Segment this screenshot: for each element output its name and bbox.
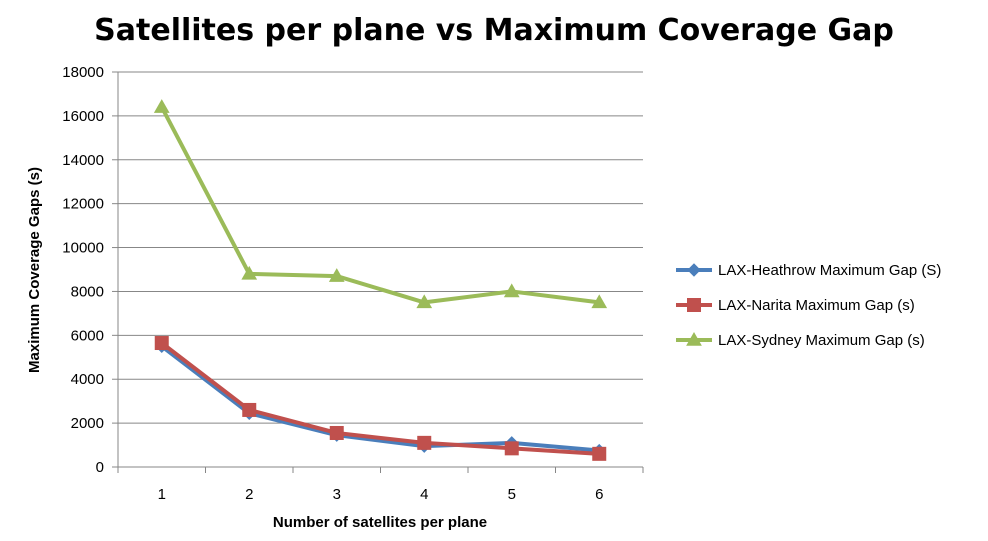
legend: LAX-Heathrow Maximum Gap (S) LAX-Narita M…	[676, 262, 941, 349]
x-tick-label: 2	[245, 486, 253, 503]
y-tick-label: 16000	[62, 108, 104, 125]
series-line	[159, 341, 602, 456]
x-tick-label: 4	[420, 486, 428, 503]
data-point	[417, 435, 432, 450]
x-axis-ticks: 1 2 3 4 5 6	[117, 467, 644, 503]
x-tick-label: 1	[158, 486, 166, 503]
data-point	[416, 294, 433, 309]
x-axis-label: Number of satellites per plane	[273, 514, 487, 531]
y-tick-label: 12000	[62, 196, 104, 213]
legend-label: LAX-Sydney Maximum Gap (s)	[718, 332, 925, 349]
data-point	[329, 425, 344, 440]
axes	[117, 72, 643, 468]
chart-title: Satellites per plane vs Maximum Coverage…	[94, 13, 894, 48]
data-series	[153, 99, 608, 461]
legend-entry: LAX-Narita Maximum Gap (s)	[676, 297, 915, 314]
data-point	[503, 283, 520, 298]
series-line	[159, 105, 602, 305]
y-tick-label: 2000	[71, 415, 104, 432]
data-point	[592, 446, 607, 461]
y-axis-label: Maximum Coverage Gaps (s)	[26, 167, 43, 373]
y-tick-label: 4000	[71, 371, 104, 388]
legend-marker	[686, 331, 702, 346]
data-point	[241, 265, 258, 280]
data-point	[153, 99, 170, 113]
data-point	[591, 294, 608, 309]
legend-entry: LAX-Sydney Maximum Gap (s)	[676, 331, 925, 349]
y-tick-label: 14000	[62, 152, 104, 169]
data-point	[154, 336, 169, 351]
legend-marker	[687, 298, 701, 312]
data-point	[242, 402, 257, 417]
legend-entry: LAX-Heathrow Maximum Gap (S)	[676, 262, 941, 279]
legend-label: LAX-Heathrow Maximum Gap (S)	[718, 262, 941, 279]
series-2	[154, 336, 607, 461]
y-axis-ticks: 0 2000 4000 6000 8000 10000 12000 14000 16000 180…	[62, 64, 118, 476]
x-tick-label: 5	[508, 486, 516, 503]
series-line	[159, 344, 602, 453]
y-tick-label: 0	[96, 459, 104, 476]
y-tick-label: 18000	[62, 64, 104, 81]
series-3	[153, 99, 608, 309]
x-tick-label: 3	[333, 486, 341, 503]
x-tick-label: 6	[595, 486, 603, 503]
data-point	[504, 441, 519, 456]
y-tick-label: 6000	[71, 327, 104, 344]
y-tick-label: 10000	[62, 240, 104, 257]
legend-label: LAX-Narita Maximum Gap (s)	[718, 297, 915, 314]
data-point	[328, 268, 345, 282]
y-tick-label: 8000	[71, 283, 104, 300]
legend-marker	[687, 263, 701, 277]
